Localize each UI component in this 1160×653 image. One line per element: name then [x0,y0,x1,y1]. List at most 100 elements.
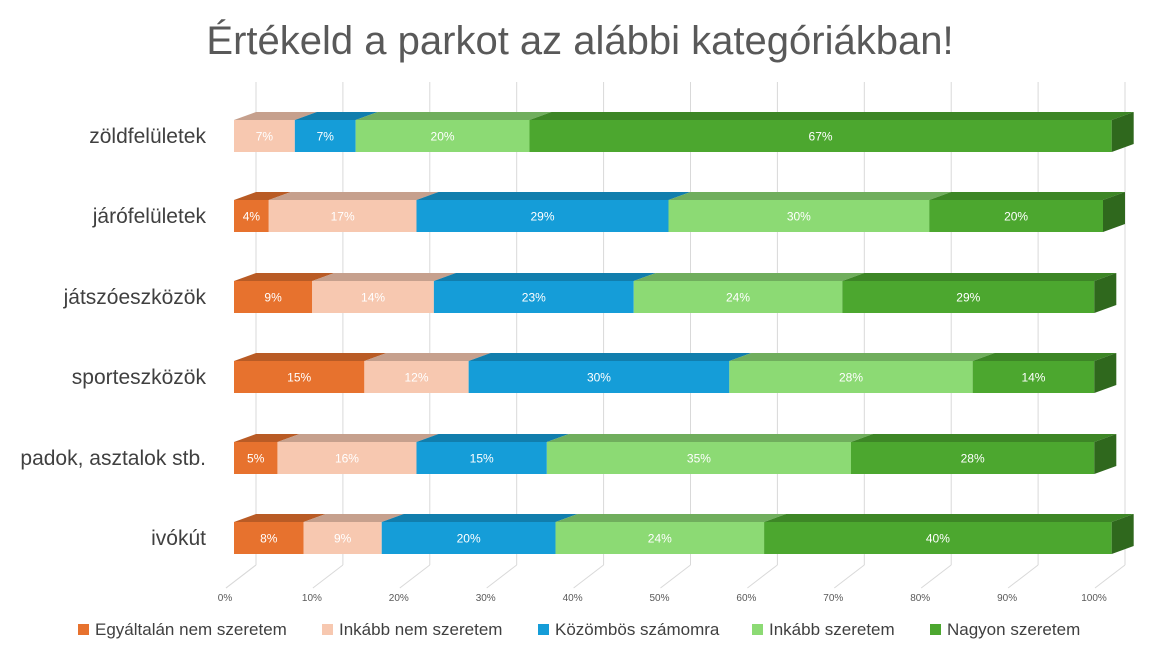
x-tick-label: 80% [910,593,930,604]
data-label: 9% [264,291,282,305]
bar-top-face [381,514,578,522]
x-tick-label: 30% [476,593,496,604]
bar-top-face [850,434,1117,442]
gridline-floor [1007,564,1039,589]
bar-segment [850,442,1095,474]
bar-segment [972,361,1095,393]
gridline-floor [486,564,518,589]
bar-top-face [546,434,873,442]
bar-segment [234,120,295,152]
bar-top-face [234,353,387,361]
bar-side-face [1094,273,1117,313]
bar-top-face [364,353,491,361]
category-labels: zöldfelületek járófelületek játszóeszközök… [20,125,206,550]
gridline-floor [399,564,431,589]
gridline-floor [920,564,952,589]
data-label: 30% [587,371,611,385]
bar-top-face [303,514,404,522]
bar-side-face [1111,112,1134,152]
data-label: 7% [317,130,335,144]
data-label: 20% [457,532,481,546]
bar-top-face [355,112,552,120]
category-label: padok, asztalok stb. [20,447,206,470]
bar-segment [234,361,365,393]
axis-floor-edge [225,564,257,589]
bar-segment [729,361,973,393]
data-label: 20% [431,130,455,144]
bar-segment [381,522,556,554]
bar-side-face [1103,192,1125,232]
bar-segment [668,200,930,232]
bar-top-face [842,273,1117,281]
data-label: 24% [648,532,672,546]
legend-label: Inkább nem szeretem [339,620,502,639]
bar-segment [468,361,730,393]
bar-top-face [416,434,569,442]
data-label: 12% [404,371,428,385]
bar-segment [268,200,417,232]
bar-top-face [234,192,291,200]
legend-swatch [78,624,89,635]
bar-top-face [234,273,335,281]
bar-top-face [277,434,439,442]
gridlines [225,82,1126,589]
bar-segment [416,200,669,232]
bar-top-face [555,514,787,522]
bar-top-face [929,192,1125,200]
bar-segment [842,281,1095,313]
bar-segment [294,120,356,152]
legend-label: Nagyon szeretem [947,620,1080,639]
gridline-floor [1094,564,1126,589]
x-tick-label: 10% [302,593,322,604]
bar-side-face [1094,434,1117,474]
bar-segment [546,442,851,474]
category-label: játszóeszközök [63,286,207,309]
bar-top-face [972,353,1117,361]
data-label: 28% [961,452,985,466]
data-label: 14% [361,291,385,305]
bar-top-face [234,434,300,442]
bar-segment [355,120,530,152]
bar-segment [234,442,278,474]
bar-top-face [468,353,752,361]
x-tick-label: 0% [218,593,233,604]
x-tick-label: 70% [823,593,843,604]
bar-side-face [1094,353,1117,393]
bar-segment [277,442,417,474]
data-label: 67% [809,130,833,144]
chart-title: Értékeld a parkot az alábbi kategóriákba… [206,18,953,63]
bar-segment [764,522,1112,554]
x-axis-ticks: 0% 10% 20% 30% 40% 50% 60% 70% 80% 90% 100% [218,593,1107,604]
bar-segment [529,120,1112,152]
bar-top-face [234,514,326,522]
bar-segment [234,522,304,554]
data-label: 14% [1021,371,1045,385]
data-label: 29% [956,291,980,305]
bar-segment [433,281,634,313]
gridline-floor [573,564,604,589]
bar-segment [555,522,765,554]
gridline-floor [312,564,344,589]
bar-top-face [294,112,378,120]
x-tick-label: 50% [649,593,669,604]
x-tick-label: 100% [1081,593,1107,604]
bar-top-face [234,112,317,120]
bar-segment [234,281,313,313]
legend-swatch [930,624,941,635]
bar-top-face [268,192,439,200]
data-label: 35% [687,452,711,466]
bar-top-face [433,273,656,281]
category-label: sporteszközök [72,366,207,389]
data-label: 15% [287,371,311,385]
bar-segment [303,522,382,554]
x-tick-label: 20% [389,593,409,604]
gridline-floor [747,564,778,589]
data-label: 8% [260,532,278,546]
legend-swatch [752,624,763,635]
data-label: 40% [926,532,950,546]
bar-top-face [729,353,995,361]
data-label: 17% [331,210,355,224]
bar-top-face [668,192,952,200]
x-tick-label: 90% [997,593,1017,604]
